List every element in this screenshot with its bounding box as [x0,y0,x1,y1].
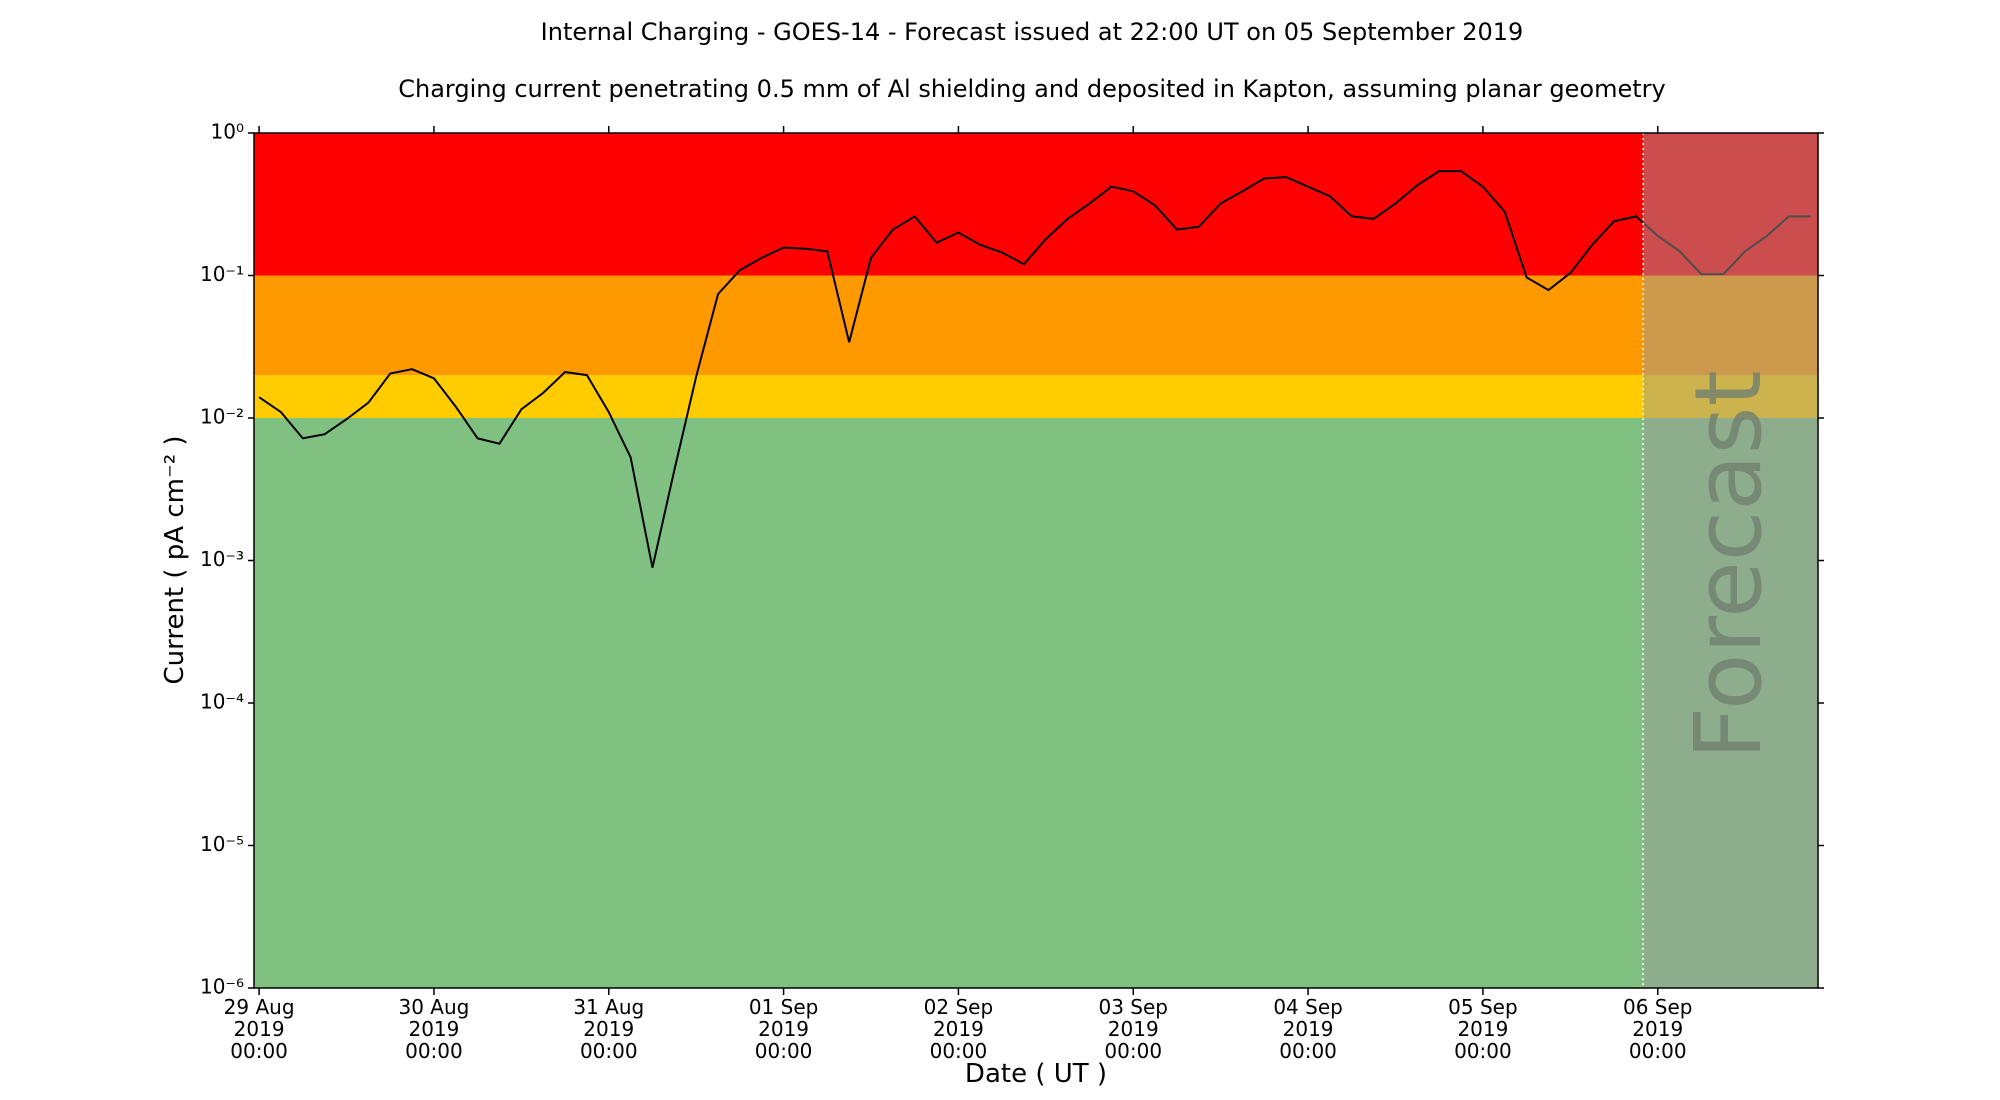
y-tick-label: 10⁻¹ [200,262,244,286]
forecast-label: Forecast [1675,370,1782,759]
y-tick-label: 10⁻² [200,405,244,429]
risk-band [254,133,1818,276]
x-tick-label: 06 Sep 2019 00:00 [1623,995,1693,1063]
y-tick-label: 10⁻⁴ [200,690,244,714]
x-tick-label: 02 Sep 2019 00:00 [924,995,994,1063]
y-axis-label: Current ( pA cm⁻² ) [160,435,190,684]
x-tick-label: 29 Aug 2019 00:00 [224,995,295,1063]
data-line [258,170,1811,568]
risk-band [254,375,1818,418]
x-tick-label: 01 Sep 2019 00:00 [749,995,819,1063]
chart-subtitle: Charging current penetrating 0.5 mm of A… [398,75,1666,103]
x-tick-label: 04 Sep 2019 00:00 [1273,995,1343,1063]
risk-band [254,418,1818,988]
risk-band [254,275,1818,376]
x-axis-label: Date ( UT ) [965,1059,1107,1089]
x-tick-label: 03 Sep 2019 00:00 [1098,995,1168,1063]
forecast-shade [1643,133,1818,988]
y-tick-label: 10⁻⁵ [200,832,244,856]
y-tick-label: 10⁰ [211,120,244,144]
y-tick-label: 10⁻³ [200,547,244,571]
x-tick-label: 05 Sep 2019 00:00 [1448,995,1518,1063]
chart-title: Internal Charging - GOES-14 - Forecast i… [541,18,1524,46]
x-tick-label: 30 Aug 2019 00:00 [398,995,469,1063]
y-tick-label: 10⁻⁶ [200,975,244,999]
x-tick-label: 31 Aug 2019 00:00 [573,995,644,1063]
